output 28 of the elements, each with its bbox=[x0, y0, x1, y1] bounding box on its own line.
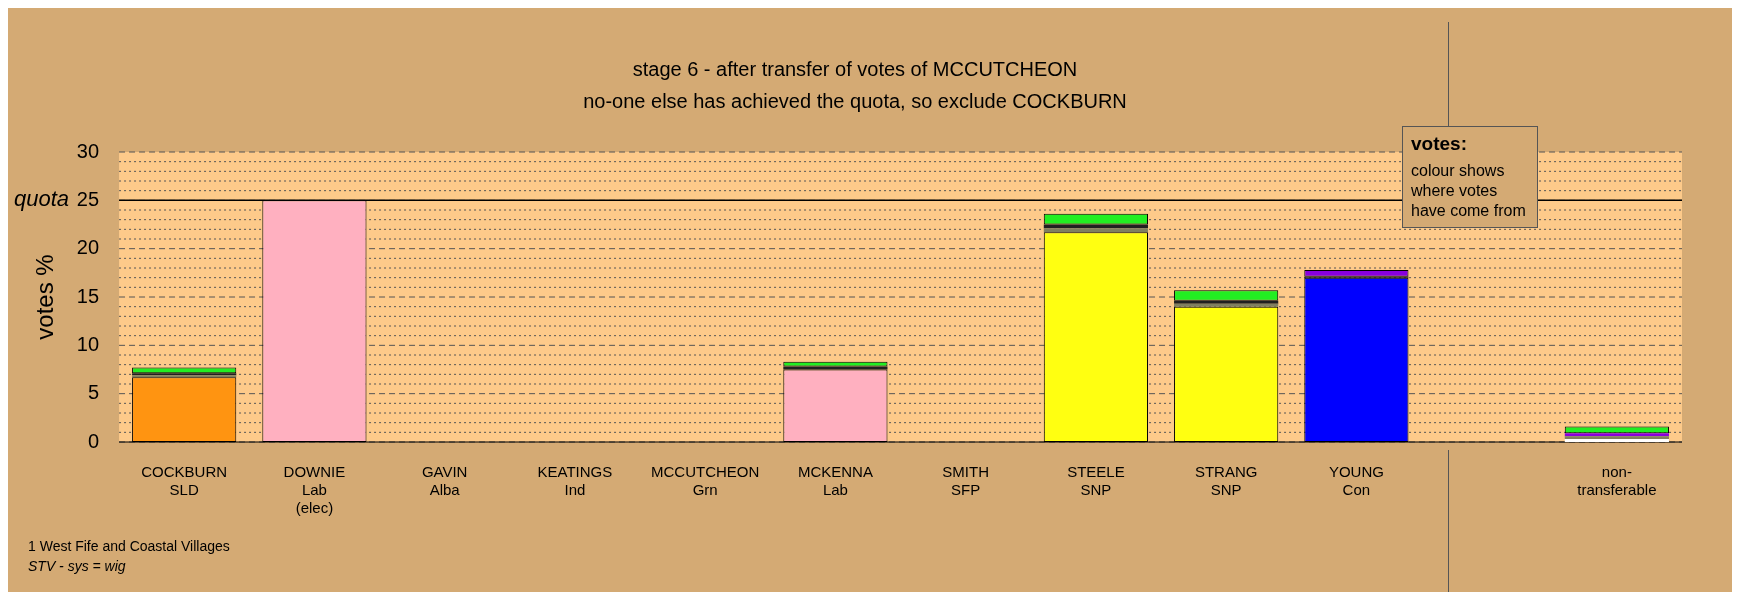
y-tick-label: 15 bbox=[76, 284, 100, 307]
x-tick-label: SMITH SFP bbox=[942, 463, 989, 499]
x-tick-label: STEELE SNP bbox=[1067, 463, 1125, 499]
x-tick-label: KEATINGS Ind bbox=[537, 463, 613, 499]
y-tick-label: 25 bbox=[76, 187, 100, 210]
text: 1 West Fife and Coastal Villages bbox=[28, 537, 230, 556]
chart-subtitle: no-one else has achieved the quota, so exclude COCKBURN bbox=[583, 89, 1127, 112]
y-tick-label: 30 bbox=[76, 139, 100, 162]
y-tick-label: 0 bbox=[87, 429, 100, 452]
x-tick-label: GAVIN Alba bbox=[421, 463, 468, 499]
x-tick-label: DOWNIE Lab (elec) bbox=[283, 463, 346, 517]
x-tick-label: MCKENNA Lab bbox=[797, 463, 873, 499]
bar bbox=[783, 366, 888, 370]
text: STV - sys = wig bbox=[28, 557, 127, 576]
chart-title: stage 6 - after transfer of votes of MCCUTCHEON bbox=[632, 57, 1078, 80]
ref-line-label: quota bbox=[13, 186, 70, 212]
x-tick-label: YOUNG Con bbox=[1328, 463, 1384, 499]
y-axis-title: votes % bbox=[31, 254, 59, 340]
y-tick-label: 20 bbox=[76, 236, 100, 259]
bar bbox=[1043, 228, 1148, 233]
annotation: colour shows where votes have come from bbox=[1411, 161, 1527, 221]
x-tick-label: COCKBURN SLD bbox=[141, 463, 228, 499]
x-tick-label: MCCUTCHEON Grn bbox=[650, 463, 760, 499]
annotation: votes: bbox=[1411, 133, 1468, 155]
x-tick-label: STRANG SNP bbox=[1194, 463, 1258, 499]
y-tick-label: 5 bbox=[87, 381, 100, 404]
x-tick-label: non- transferable bbox=[1577, 463, 1657, 499]
y-tick-label: 10 bbox=[76, 332, 100, 355]
